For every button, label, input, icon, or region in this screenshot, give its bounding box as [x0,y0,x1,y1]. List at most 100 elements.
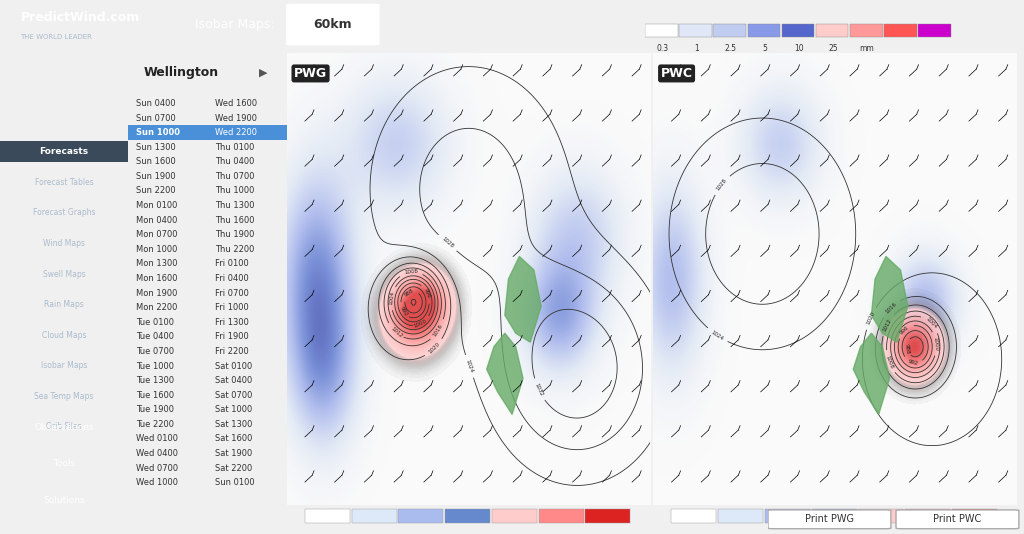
Text: 1028: 1028 [440,237,455,249]
Bar [816,24,848,37]
Text: Thu 1300: Thu 1300 [215,201,255,210]
Text: Print PWG: Print PWG [805,514,854,524]
Text: Fri 0400: Fri 0400 [215,274,249,283]
Text: 992: 992 [907,359,919,366]
Text: Tue 1300: Tue 1300 [136,376,174,385]
Bar [919,24,950,37]
Bar [781,24,814,37]
Text: Sun 1300: Sun 1300 [136,143,176,152]
Bar [445,509,490,523]
Text: Sat 1600: Sat 1600 [215,435,253,443]
Text: Mon 1000: Mon 1000 [136,245,177,254]
Text: 1016: 1016 [432,323,444,337]
Text: Sun 1600: Sun 1600 [136,158,176,166]
Text: Tue 0100: Tue 0100 [136,318,174,327]
Text: 60km: 60km [313,18,352,31]
Text: Mon 1900: Mon 1900 [136,288,177,297]
Text: 1032: 1032 [534,382,544,397]
Text: 2.5: 2.5 [724,44,736,53]
Bar [492,509,537,523]
Polygon shape [871,256,907,342]
Text: Sat 0700: Sat 0700 [215,391,253,400]
Text: Grib Files: Grib Files [46,422,82,431]
Text: PWG: PWG [294,67,327,80]
Text: Tue 1600: Tue 1600 [136,391,174,400]
Bar [714,24,745,37]
Text: Forecasts: Forecasts [40,147,88,156]
Bar [0,141,128,162]
Polygon shape [853,333,890,414]
Text: 1028: 1028 [716,178,728,192]
Text: Sun 2200: Sun 2200 [136,186,175,195]
Text: Sun 0400: Sun 0400 [136,99,175,108]
Text: Swell Maps: Swell Maps [43,270,85,279]
Text: Cloud Maps: Cloud Maps [42,331,86,340]
Text: Sat 2200: Sat 2200 [215,464,253,473]
Bar [398,509,443,523]
FancyBboxPatch shape [896,510,1019,529]
Text: Mon 0100: Mon 0100 [136,201,177,210]
Text: Thu 2200: Thu 2200 [215,245,255,254]
Text: Thu 0700: Thu 0700 [215,172,255,181]
Text: Fri 1900: Fri 1900 [215,332,249,341]
Bar [952,509,996,523]
Text: 1008: 1008 [403,269,418,276]
Text: Sat 1000: Sat 1000 [215,405,253,414]
Text: Sun 0700: Sun 0700 [136,114,176,122]
Bar [812,509,857,523]
Text: PredictWind.com: PredictWind.com [20,11,139,23]
Bar [586,509,630,523]
Text: Sat 1300: Sat 1300 [215,420,253,429]
Text: Tue 1000: Tue 1000 [136,362,174,371]
Text: Sun 1900: Sun 1900 [136,172,175,181]
Bar [884,24,916,37]
Text: 25: 25 [828,44,838,53]
Text: Tue 2200: Tue 2200 [136,420,174,429]
Text: 1012: 1012 [389,326,403,339]
Text: Fri 0700: Fri 0700 [215,288,249,297]
Text: 996: 996 [423,288,432,300]
Text: Wellington: Wellington [143,66,219,79]
Text: Wed 0700: Wed 0700 [136,464,178,473]
Text: Tue 0700: Tue 0700 [136,347,174,356]
Text: Thu 1900: Thu 1900 [215,230,255,239]
Text: 988: 988 [403,288,415,298]
Text: Tue 0400: Tue 0400 [136,332,174,341]
Text: 1004: 1004 [925,317,938,330]
Text: 988: 988 [904,343,910,354]
Bar [672,509,717,523]
Bar [305,509,350,523]
Text: 1008: 1008 [885,355,894,369]
Text: PWC: PWC [660,67,692,80]
Bar [128,125,287,140]
Text: Thu 0400: Thu 0400 [215,158,255,166]
Text: mm: mm [859,44,874,53]
FancyBboxPatch shape [768,510,891,529]
Text: 0.3: 0.3 [656,44,669,53]
Text: Wind Maps: Wind Maps [43,239,85,248]
Text: Wed 2200: Wed 2200 [215,128,257,137]
Text: Forecast Graphs: Forecast Graphs [33,208,95,217]
Text: THE WORLD LEADER: THE WORLD LEADER [20,34,92,40]
Bar [905,509,950,523]
Bar [718,509,763,523]
Text: 1024: 1024 [710,329,724,341]
Text: 996: 996 [899,325,910,335]
Text: Sun 1000: Sun 1000 [136,128,180,137]
Text: ▶: ▶ [259,68,267,77]
Text: Forecast Tables: Forecast Tables [35,178,93,187]
Text: 1: 1 [694,44,698,53]
Text: Sat 0400: Sat 0400 [215,376,253,385]
Text: Thu 0100: Thu 0100 [215,143,255,152]
Text: 1012: 1012 [882,317,893,332]
Bar [858,509,903,523]
Bar [645,24,678,37]
Polygon shape [505,256,541,342]
Text: Tools: Tools [53,459,75,468]
Bar [765,509,810,523]
Text: Mon 0400: Mon 0400 [136,216,177,225]
Text: Observations: Observations [34,423,94,432]
Text: Sea Temp Maps: Sea Temp Maps [35,392,93,401]
Text: Wed 1600: Wed 1600 [215,99,257,108]
Text: Fri 0100: Fri 0100 [215,260,249,269]
